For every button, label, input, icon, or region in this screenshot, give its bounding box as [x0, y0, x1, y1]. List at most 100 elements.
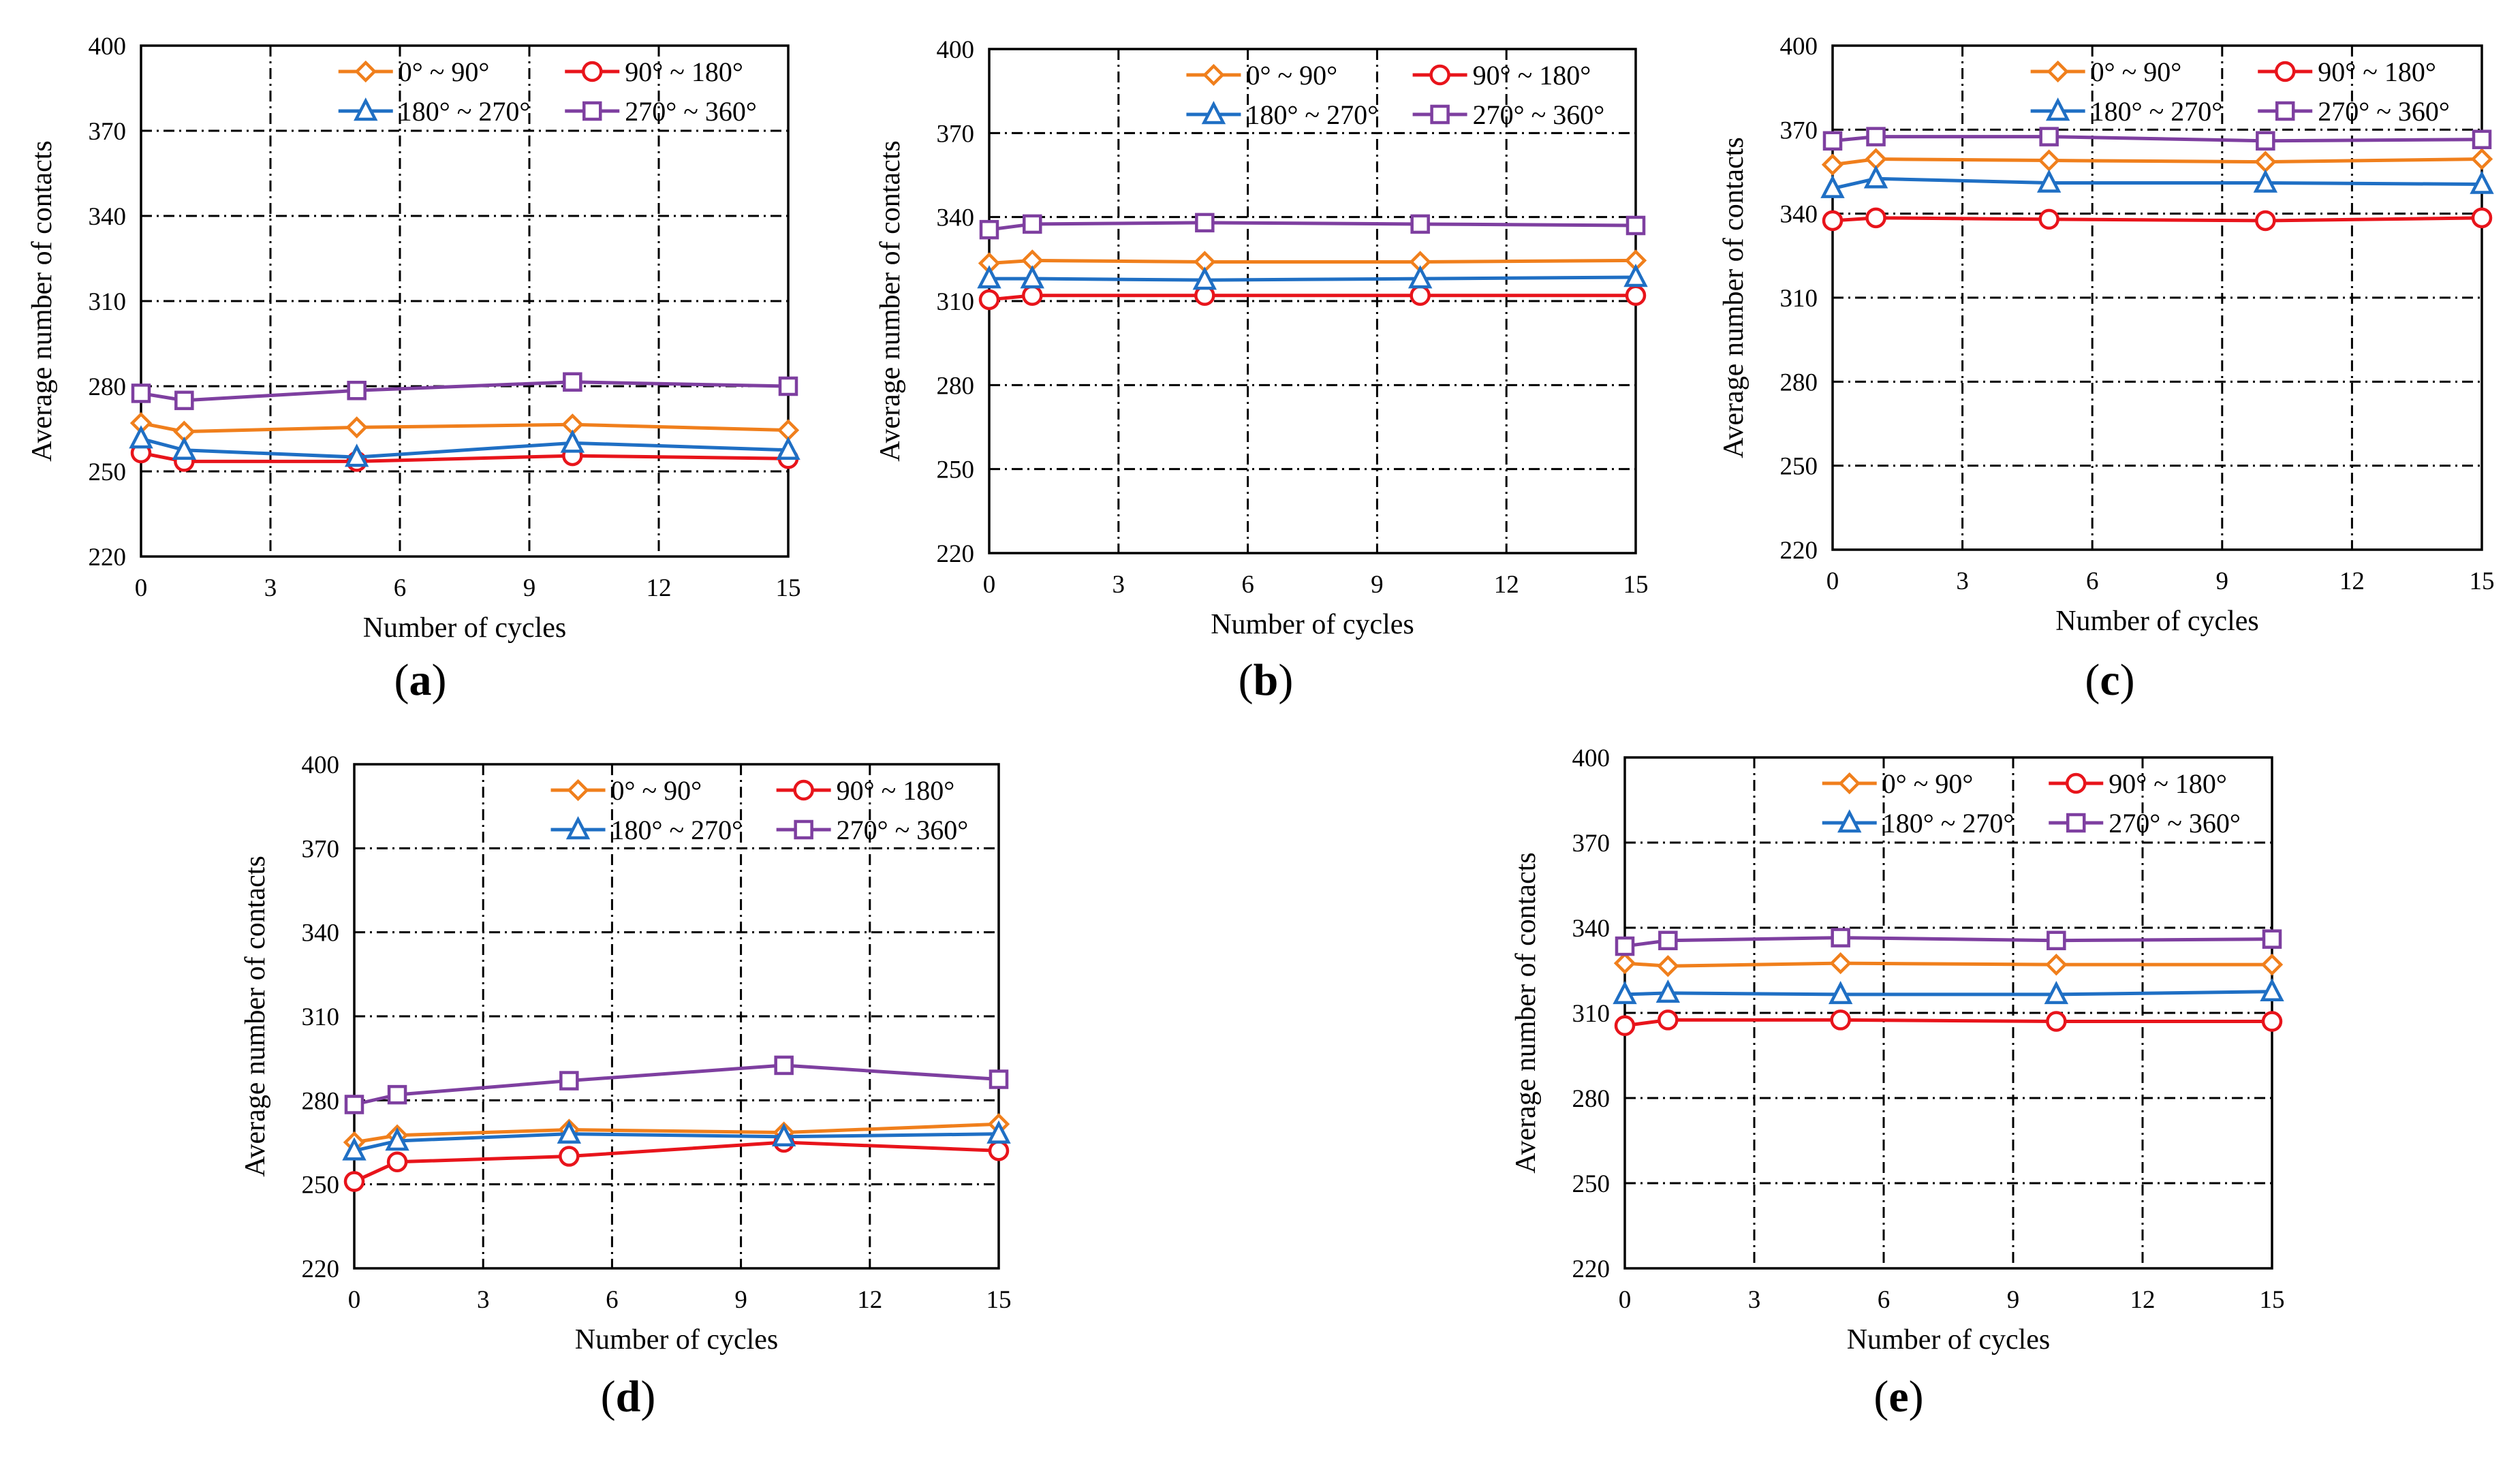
- legend-label: 0° ~ 90°: [1246, 60, 1337, 91]
- legend-marker: [582, 101, 602, 121]
- data-point: [1410, 285, 1431, 307]
- data-point: [2256, 131, 2275, 151]
- plot-frame: [353, 763, 1000, 1270]
- data-point: [2036, 169, 2062, 193]
- y-axis-title: Average number of contacts: [27, 140, 58, 462]
- data-point: [174, 390, 194, 411]
- y-tick-label: 220: [89, 544, 127, 571]
- y-axis-title: Average number of contacts: [1510, 852, 1542, 1174]
- data-point: [2038, 208, 2059, 230]
- panel-label-letter: d: [616, 1372, 641, 1422]
- x-tick-label: 15: [986, 1286, 1012, 1314]
- panel-label-letter: a: [409, 655, 432, 705]
- data-point: [560, 429, 585, 453]
- y-tick-label: 400: [1572, 745, 1611, 772]
- y-tick-label: 250: [1780, 453, 1818, 481]
- series-line: [1624, 961, 2272, 968]
- data-point: [344, 1095, 364, 1114]
- legend-marker: [565, 816, 591, 840]
- data-point: [986, 1120, 1011, 1144]
- data-point: [2472, 129, 2492, 149]
- x-tick-label: 3: [477, 1286, 490, 1314]
- legend-marker: [794, 819, 813, 840]
- y-tick-label: 370: [1572, 830, 1611, 858]
- data-point: [977, 265, 1001, 289]
- legend-marker: [1429, 64, 1450, 86]
- plot-frame: [140, 44, 790, 558]
- data-point: [776, 436, 800, 460]
- panel-label: (b): [1239, 655, 1294, 705]
- x-tick-label: 9: [734, 1286, 747, 1314]
- series-line: [1832, 157, 2483, 167]
- legend-marker: [1837, 809, 1862, 833]
- series-line: [140, 437, 789, 459]
- y-tick-label: 400: [1780, 33, 1818, 61]
- data-point: [774, 1055, 794, 1076]
- data-point: [2254, 151, 2277, 173]
- x-axis-title: Number of cycles: [363, 612, 567, 644]
- legend-label: 0° ~ 90°: [399, 57, 490, 87]
- y-tick-label: 280: [1572, 1085, 1611, 1113]
- x-tick-label: 9: [2007, 1286, 2020, 1314]
- data-point: [1829, 952, 1852, 975]
- data-point: [1866, 127, 1886, 146]
- data-point: [2471, 207, 2493, 229]
- data-point: [1822, 131, 1843, 151]
- series-line: [1624, 1018, 2272, 1028]
- y-tick-label: 250: [302, 1172, 340, 1200]
- data-point: [1615, 936, 1635, 956]
- x-tick-label: 3: [1748, 1286, 1761, 1314]
- legend-label: 0° ~ 90°: [1882, 768, 1974, 799]
- panel-label-letter: b: [1254, 655, 1279, 705]
- data-point: [1831, 928, 1850, 947]
- series-line: [140, 380, 789, 403]
- data-point: [1613, 952, 1636, 975]
- data-point: [1020, 265, 1044, 289]
- x-tick-label: 0: [348, 1286, 361, 1314]
- data-point: [172, 436, 197, 460]
- data-point: [1658, 930, 1678, 950]
- panel-label: (a): [394, 655, 447, 705]
- data-point: [1863, 165, 1888, 189]
- x-tick-label: 12: [857, 1286, 882, 1314]
- y-axis-title: Average number of contacts: [1718, 137, 1749, 458]
- legend-label: 270° ~ 360°: [625, 96, 757, 127]
- data-point: [1655, 979, 1681, 1003]
- x-tick-label: 3: [1956, 567, 1969, 595]
- y-tick-label: 370: [302, 835, 340, 863]
- y-tick-label: 400: [937, 36, 975, 64]
- x-tick-label: 6: [394, 574, 407, 602]
- legend-label: 180° ~ 270°: [2091, 96, 2223, 127]
- legend-label: 270° ~ 360°: [837, 815, 969, 845]
- panel-label-close: ): [1278, 655, 1293, 705]
- plot-frame: [1831, 44, 2483, 551]
- legend-marker: [2047, 60, 2069, 83]
- legend-label: 270° ~ 360°: [2318, 96, 2450, 127]
- data-point: [979, 219, 999, 240]
- series-line: [353, 1140, 999, 1183]
- panel-label: (c): [2085, 655, 2134, 705]
- legend-label: 90° ~ 180°: [2109, 768, 2227, 799]
- data-point: [2045, 953, 2068, 976]
- series-line: [354, 1063, 999, 1106]
- data-point: [1828, 981, 1853, 1005]
- y-tick-label: 280: [302, 1087, 340, 1115]
- data-point: [2038, 149, 2060, 172]
- legend-marker: [567, 779, 589, 802]
- y-tick-label: 280: [937, 372, 975, 400]
- y-tick-label: 370: [89, 118, 127, 146]
- x-tick-label: 15: [1623, 571, 1649, 599]
- data-point: [131, 383, 151, 403]
- series-line: [1832, 135, 2483, 143]
- data-point: [1820, 174, 1845, 198]
- panel-label-open: (: [601, 1372, 616, 1422]
- y-tick-label: 340: [1572, 915, 1611, 943]
- y-tick-label: 250: [89, 458, 127, 486]
- panel-label-letter: e: [1888, 1372, 1908, 1422]
- data-point: [1195, 213, 1215, 233]
- data-point: [1407, 265, 1433, 289]
- y-tick-label: 280: [89, 373, 127, 401]
- panel-label-open: (: [2085, 655, 2100, 705]
- y-tick-label: 340: [89, 203, 127, 231]
